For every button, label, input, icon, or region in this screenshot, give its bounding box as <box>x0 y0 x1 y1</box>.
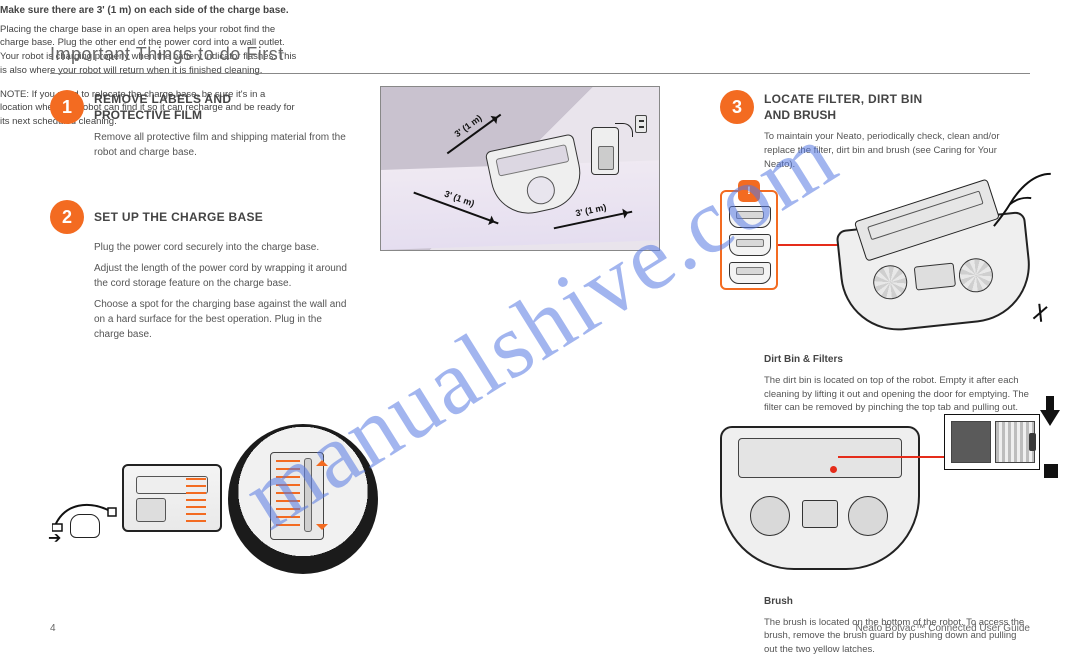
wall-outlet-icon <box>635 115 647 133</box>
figure-filter <box>720 414 1040 584</box>
step2-head: 2 SET UP THE CHARGE BASE <box>50 200 350 234</box>
warning-callout: ! <box>720 190 778 290</box>
step3-dirt-p: The dirt bin is located on top of the ro… <box>764 374 1030 415</box>
arrow-down-icon <box>1040 410 1060 436</box>
step1-sub: PROTECTIVE FILM <box>94 108 231 122</box>
leader-line <box>838 456 946 458</box>
figure-dirt-bin: ! <box>720 190 1040 350</box>
warning-icon: ! <box>738 180 760 202</box>
page-title: Important Things to do First <box>50 44 1030 65</box>
figure-charge-base-placement: 3' (1 m) 3' (1 m) 3' (1 m) <box>380 86 660 251</box>
step3-dirt: Dirt Bin & Filters The dirt bin is locat… <box>764 353 1030 415</box>
step1-body: Remove all protective film and shipping … <box>94 130 350 160</box>
step2-p4-head: Make sure there are 3' (1 m) on each sid… <box>0 4 300 19</box>
column-left: 1 REMOVE LABELS AND PROTECTIVE FILM Remo… <box>50 90 350 348</box>
step3-sub: AND BRUSH <box>764 108 922 122</box>
step2-p2: Adjust the length of the power cord by w… <box>94 261 350 291</box>
footer-title: Neato Botvac™ Connected User Guide <box>855 623 1030 634</box>
stop-square-icon <box>1044 464 1058 478</box>
robot-top-icon <box>720 426 920 576</box>
step2-number: 2 <box>50 200 84 234</box>
header-rule <box>50 73 1030 74</box>
charge-base-rear-icon <box>122 464 222 532</box>
step3-body: To maintain your Neato, periodically che… <box>764 130 1030 171</box>
charge-base-icon <box>591 127 619 175</box>
step1-text: Remove all protective film and shipping … <box>94 130 350 160</box>
step3-brush-h: Brush <box>764 595 1030 610</box>
step2-p3: Choose a spot for the charging base agai… <box>94 297 350 342</box>
page-number: 4 <box>50 623 56 634</box>
step1-head: 1 REMOVE LABELS AND PROTECTIVE FILM <box>50 90 350 124</box>
step2-p1: Plug the power cord securely into the ch… <box>94 240 350 255</box>
step1-number: 1 <box>50 90 84 124</box>
robot-iso-icon <box>833 188 1047 348</box>
step2-body: Plug the power cord securely into the ch… <box>94 240 350 342</box>
clearance-arrow: 3' (1 m) <box>447 114 502 154</box>
figure-charge-base-cord: ➔ <box>52 434 212 564</box>
step3-number: 3 <box>720 90 754 124</box>
step3-head: 3 LOCATE FILTER, DIRT BIN AND BRUSH <box>720 90 1030 124</box>
page-footer: 4 Neato Botvac™ Connected User Guide <box>50 623 1030 634</box>
step2-title: SET UP THE CHARGE BASE <box>94 210 263 224</box>
step3-dirt-h: Dirt Bin & Filters <box>764 353 1030 368</box>
step3-title: LOCATE FILTER, DIRT BIN <box>764 92 922 106</box>
page-header: Important Things to do First <box>50 44 1030 74</box>
filter-callout <box>944 414 1040 470</box>
step1-title: REMOVE LABELS AND <box>94 92 231 106</box>
power-cord-icon <box>52 494 118 534</box>
step3-brush-p: The brush is located on the bottom of th… <box>764 616 1030 657</box>
figure-cord-storage-zoom <box>228 424 378 574</box>
hand-icon <box>985 170 1060 233</box>
step3-intro: To maintain your Neato, periodically che… <box>764 130 1030 171</box>
